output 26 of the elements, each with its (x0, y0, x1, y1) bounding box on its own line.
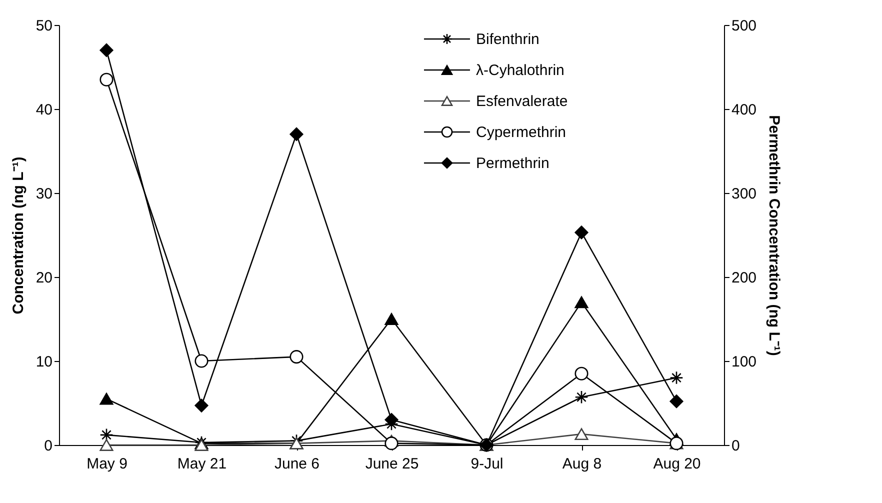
y-axis-title: Concentration (ng L⁻¹) (10, 156, 27, 314)
x-tick-label: May 9 (86, 456, 128, 472)
y2-tick-label: 100 (732, 354, 757, 370)
y-tick-label: 30 (36, 186, 52, 202)
y-tick-label: 40 (36, 102, 52, 118)
x-tick-label: Aug 8 (562, 456, 602, 472)
y2-tick-label: 500 (732, 18, 757, 34)
x-tick-label: 9-Jul (470, 456, 504, 472)
x-tick-label: May 21 (177, 456, 227, 472)
legend-label: Permethrin (476, 155, 550, 172)
y2-axis-title: Permethrin Concentration (ng L⁻¹) (766, 115, 783, 356)
x-tick-label: June 6 (274, 456, 320, 472)
y-tick-label: 0 (44, 438, 52, 454)
y2-tick-label: 400 (732, 102, 757, 118)
x-tick-label: June 25 (365, 456, 419, 472)
y2-tick-label: 200 (732, 270, 757, 286)
y-tick-label: 20 (36, 270, 52, 286)
legend-label: Bifenthrin (476, 31, 540, 48)
x-tick-label: Aug 20 (653, 456, 701, 472)
legend-label: Esfenvalerate (476, 93, 568, 110)
y2-tick-label: 300 (732, 186, 757, 202)
y-tick-label: 10 (36, 354, 52, 370)
y-tick-label: 50 (36, 18, 52, 34)
legend-label: Cypermethrin (476, 124, 566, 141)
legend-label: λ-Cyhalothrin (476, 62, 564, 79)
y2-tick-label: 0 (732, 438, 740, 454)
